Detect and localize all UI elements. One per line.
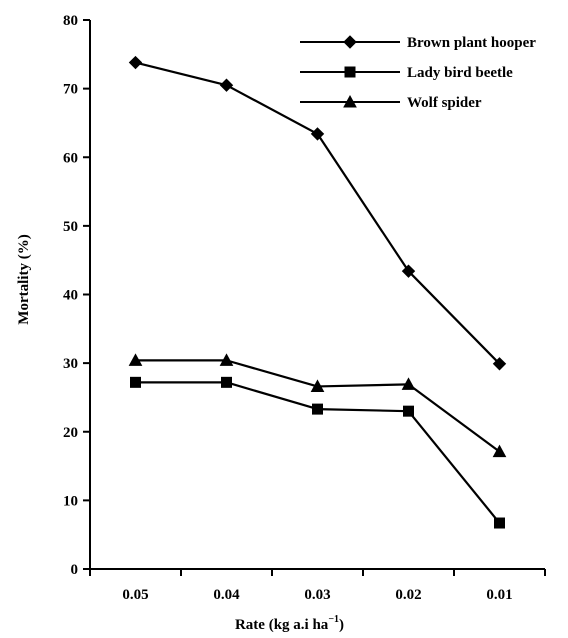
x-tick-label: 0.04: [213, 587, 240, 603]
series-lady-bird-beetle: [130, 376, 505, 529]
series-layer: [128, 55, 507, 529]
legend-marker-wolf-spider: [343, 94, 357, 108]
y-tick-label: 70: [63, 82, 78, 98]
data-point-lady-bird-beetle: [221, 376, 232, 388]
data-point-lady-bird-beetle: [312, 403, 323, 415]
legend-label-brown-plant-hooper: Brown plant hooper: [407, 35, 536, 51]
y-tick-label: 0: [71, 562, 79, 578]
data-point-brown-plant-hooper: [219, 78, 234, 92]
data-point-brown-plant-hooper: [128, 55, 143, 70]
y-tick-label: 40: [63, 288, 78, 304]
data-point-lady-bird-beetle: [403, 405, 414, 417]
data-point-wolf-spider: [310, 379, 325, 392]
legend-label-lady-bird-beetle: Lady bird beetle: [407, 65, 513, 81]
legend-marker-lady-bird-beetle: [344, 66, 356, 78]
data-point-brown-plant-hooper: [492, 357, 507, 371]
x-axis-title-suffix: ): [339, 617, 344, 633]
y-tick-label: 30: [63, 356, 78, 372]
x-axis-title-main: Rate (kg a.i ha: [235, 617, 329, 633]
y-tick-label: 50: [63, 219, 78, 235]
legend-item-brown-plant-hooper: Brown plant hooper: [300, 35, 536, 51]
x-axis-title-superscript: −1: [328, 614, 339, 625]
data-point-lady-bird-beetle: [494, 517, 505, 529]
series-brown-plant-hooper: [128, 55, 507, 371]
data-point-wolf-spider: [219, 353, 234, 366]
series-line-lady-bird-beetle: [134, 381, 501, 525]
y-tick-label: 60: [63, 150, 78, 166]
legend-item-wolf-spider: Wolf spider: [300, 94, 482, 111]
series-wolf-spider: [128, 353, 507, 458]
legend-marker-brown-plant-hooper: [343, 35, 357, 49]
x-axis-title: Rate (kg a.i ha−1): [235, 614, 344, 633]
data-point-lady-bird-beetle: [130, 376, 141, 388]
y-axis-title: Mortality (%): [16, 234, 32, 324]
x-tick-label: 0.03: [304, 587, 330, 603]
y-tick-label: 80: [63, 13, 78, 29]
data-point-brown-plant-hooper: [401, 264, 416, 278]
x-tick-label: 0.01: [486, 587, 512, 603]
legend-label-wolf-spider: Wolf spider: [407, 95, 482, 111]
data-point-wolf-spider: [128, 353, 143, 366]
y-axis-ticks: 0 10 20 30 40 50 60 70 80: [63, 13, 90, 578]
y-tick-label: 20: [63, 425, 78, 441]
data-point-brown-plant-hooper: [310, 127, 325, 141]
x-tick-label: 0.05: [122, 587, 148, 603]
legend-item-lady-bird-beetle: Lady bird beetle: [300, 65, 513, 81]
x-tick-label: 0.02: [395, 587, 421, 603]
y-tick-label: 10: [63, 493, 78, 509]
data-point-wolf-spider: [401, 377, 416, 390]
x-axis-ticks: 0.05 0.04 0.03 0.02 0.01: [89, 569, 546, 603]
data-point-wolf-spider: [492, 444, 507, 458]
legend: Brown plant hooper Lady bird beetle Wolf s…: [300, 35, 536, 111]
